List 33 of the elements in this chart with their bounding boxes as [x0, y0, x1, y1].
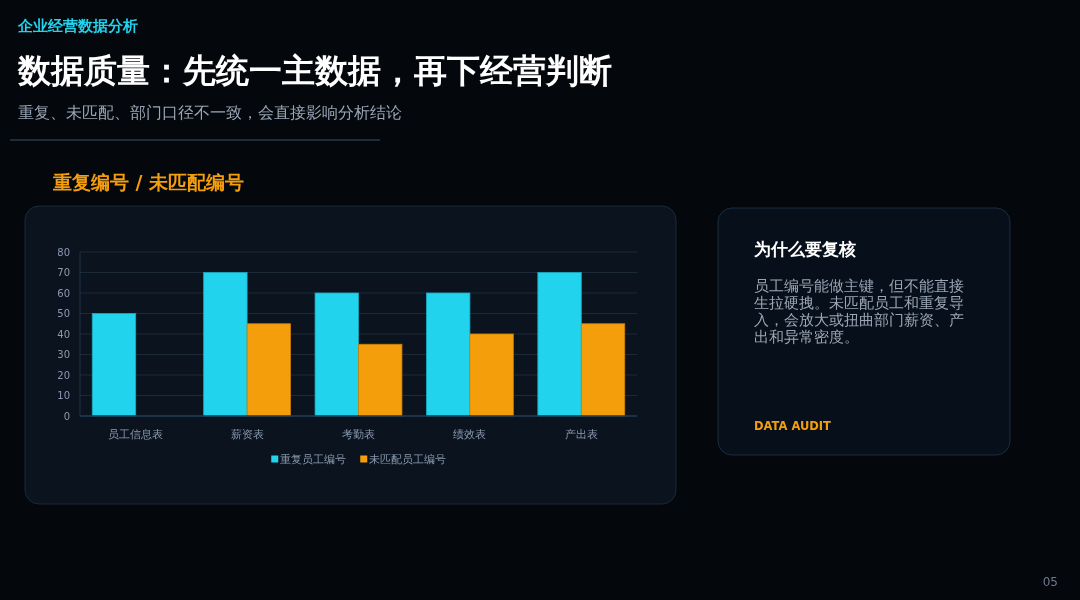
x-tick-label: 产出表: [564, 428, 598, 441]
y-tick-label: 50: [57, 308, 70, 319]
legend-label: 未匹配员工编号: [369, 452, 447, 465]
y-tick-label: 0: [63, 410, 70, 422]
y-tick-label: 60: [57, 287, 70, 299]
y-tick-label: 70: [57, 267, 70, 278]
text: 企业经营数据分析: [17, 17, 138, 35]
text: 员工编号能做主键，但不能直接生拉硬拽。未匹配员工和重复导入，会放大或扭曲部门薪资、产出和异常密度。: [754, 277, 964, 346]
bar: [580, 323, 626, 417]
bar: [426, 292, 471, 417]
y-tick-label: 20: [57, 369, 70, 381]
bar: [358, 343, 403, 417]
bar: [537, 272, 582, 417]
x-tick-label: 绩效表: [453, 428, 487, 441]
y-tick-label: 30: [57, 349, 70, 360]
bar: [246, 323, 291, 417]
y-tick-label: 80: [57, 246, 70, 258]
x-tick-label: 薪资表: [230, 428, 264, 441]
bar: [469, 333, 514, 417]
bar: [314, 292, 359, 417]
bar: [91, 313, 137, 417]
chart-title: 重复编号 / 未匹配编号: [52, 171, 245, 193]
legend-label: 重复员工编号: [280, 452, 347, 465]
text: DATA AUDIT: [754, 419, 832, 433]
text: 数据质量：先统一主数据，再下经营判断: [17, 51, 612, 90]
text: 重复、未匹配、部门口径不一致，会直接影响分析结论: [18, 103, 402, 122]
text: 为什么要复核: [754, 239, 856, 259]
x-tick-label: 考勤表: [342, 428, 375, 441]
x-tick-label: 员工信息表: [108, 428, 164, 441]
y-tick-label: 10: [57, 390, 70, 401]
y-tick-label: 40: [57, 328, 70, 340]
text: 05: [1042, 575, 1058, 589]
bar: [203, 272, 248, 417]
